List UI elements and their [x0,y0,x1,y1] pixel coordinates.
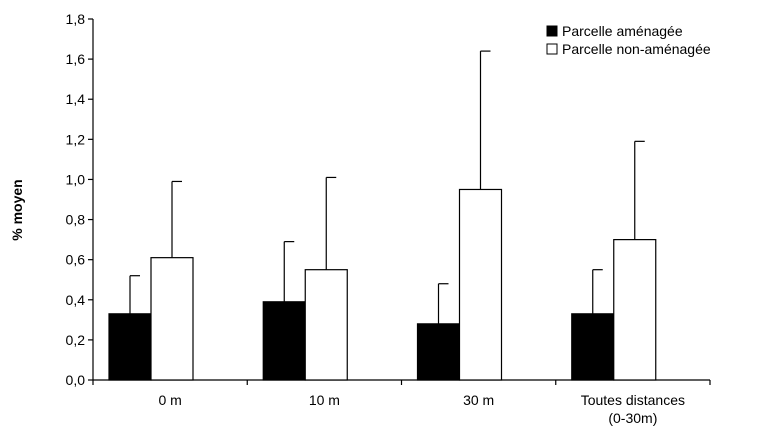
x-tick-label: (0-30m) [608,410,657,426]
x-tick-label: Toutes distances [581,392,685,408]
tick-labels-group: 0,0 0,2 0,4 0,6 0,8 1,0 1,2 1,4 1,6 1,8 0 m 10 m 30 … [66,11,685,426]
error-bars-group [129,50,645,324]
y-tick-label: 1,8 [66,11,86,27]
bars-group [108,188,657,381]
x-tick-label: 30 m [463,392,494,408]
y-tick-label: 0,4 [66,292,86,308]
y-tick-label: 1,0 [66,171,86,187]
bar-non-amenagee [458,188,503,381]
y-tick-label: 1,2 [66,131,86,147]
y-tick-label: 0,8 [66,212,86,228]
legend-swatch [546,25,558,37]
y-tick-label: 1,4 [66,91,86,107]
legend-swatch [546,43,558,55]
y-tick-label: 0,0 [66,372,86,388]
bar-amenagee [262,301,306,381]
bar-amenagee [571,313,615,381]
legend-label: Parcelle aménagée [562,23,683,39]
bar-non-amenagee [613,239,657,381]
y-tick-label: 1,6 [66,51,86,67]
x-tick-label: 0 m [158,392,181,408]
y-tick-label: 0,6 [66,252,86,268]
bar-non-amenagee [150,257,194,381]
bar-non-amenagee [304,269,348,381]
legend: Parcelle aménagée Parcelle non-aménagée [546,23,711,57]
y-axis-label: % moyen [9,179,25,240]
y-tick-label: 0,2 [66,332,86,348]
bar-amenagee [416,323,461,381]
legend-label: Parcelle non-aménagée [562,41,711,57]
bar-amenagee [108,313,152,381]
x-tick-label: 10 m [309,392,340,408]
